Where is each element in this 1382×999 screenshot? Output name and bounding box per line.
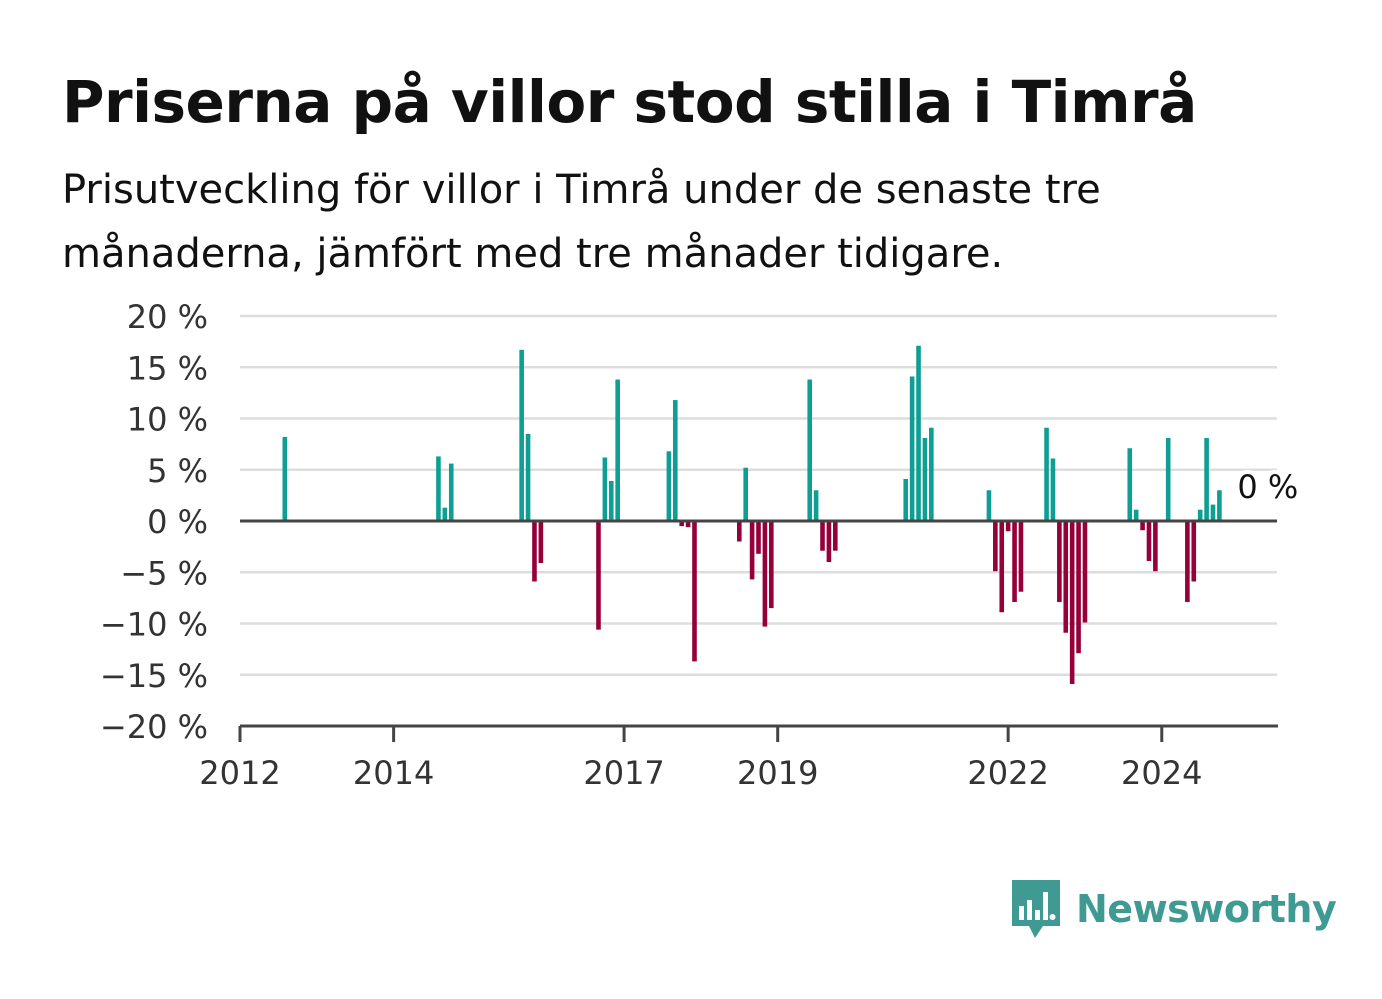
tick-labels: 20 % 15 % 10 % 5 % 0 % −5 % −10 % −15 % −20 % 201… — [100, 298, 1302, 792]
bar — [909, 376, 915, 521]
bar — [519, 349, 524, 521]
bar — [672, 400, 678, 521]
y-tick-label: −10 % — [100, 606, 208, 644]
bar — [1191, 521, 1197, 582]
bar — [1140, 521, 1145, 531]
bar — [1197, 509, 1203, 521]
bar — [615, 379, 620, 521]
bar — [1127, 448, 1133, 521]
bars — [282, 345, 1222, 684]
axes — [238, 519, 1278, 742]
y-tick-label: 20 % — [127, 298, 208, 336]
y-tick-label: −15 % — [100, 657, 208, 695]
bar — [993, 521, 998, 572]
bar — [737, 521, 742, 542]
bar — [532, 521, 537, 582]
newsworthy-logo-icon — [1012, 880, 1060, 938]
bar — [986, 490, 992, 521]
bar — [602, 457, 608, 521]
y-tick-label: 15 % — [127, 349, 208, 387]
x-tick-label: 2022 — [967, 754, 1048, 792]
chart-subtitle: Prisutveckling för villor i Timrå under … — [62, 167, 1101, 277]
bar — [1005, 521, 1011, 532]
bar — [1210, 504, 1216, 521]
bar — [1050, 458, 1056, 521]
newsworthy-logo-text: Newsworthy — [1076, 887, 1337, 931]
bar — [1153, 521, 1158, 572]
bar — [922, 437, 928, 521]
bar — [1204, 437, 1209, 521]
bar — [1057, 521, 1062, 602]
bar — [1185, 521, 1190, 602]
bar — [436, 456, 441, 521]
bar — [448, 463, 454, 521]
bar — [1018, 521, 1024, 592]
bar — [999, 521, 1005, 613]
y-tick-label: 10 % — [127, 401, 208, 439]
bar — [929, 427, 934, 521]
chart-title: Priserna på villor stod stilla i Timrå — [62, 68, 1197, 136]
x-tick-label: 2017 — [583, 754, 664, 792]
bar — [743, 467, 748, 521]
bar — [442, 507, 448, 521]
bar — [685, 521, 691, 528]
bar — [1069, 521, 1075, 684]
bar — [769, 521, 774, 609]
bar — [282, 436, 288, 521]
x-tick-label: 2019 — [737, 754, 818, 792]
bar — [813, 490, 819, 521]
bar — [692, 521, 697, 662]
bar — [826, 521, 832, 562]
bar — [525, 433, 531, 522]
bar — [833, 521, 838, 551]
bar — [916, 345, 921, 521]
bar — [538, 521, 544, 564]
bar — [1133, 509, 1139, 521]
y-tick-label: −20 % — [100, 708, 208, 746]
bar — [1063, 521, 1069, 633]
bar — [1044, 427, 1049, 521]
y-tick-label: 0 % — [147, 503, 208, 541]
bar — [807, 379, 813, 521]
bar — [762, 521, 768, 627]
bar — [666, 451, 672, 521]
bar — [820, 521, 825, 551]
bar — [1146, 521, 1152, 561]
bar — [1076, 521, 1081, 654]
bar — [1165, 437, 1171, 521]
bar — [1217, 490, 1222, 521]
bar — [1082, 521, 1088, 623]
bar — [1012, 521, 1017, 602]
latest-value-annotation: 0 % — [1237, 468, 1298, 506]
x-tick-label: 2014 — [353, 754, 434, 792]
bar — [749, 521, 755, 580]
y-tick-label: −5 % — [120, 554, 208, 592]
newsworthy-logo: Newsworthy — [1010, 878, 1337, 940]
bar — [596, 521, 601, 630]
bar — [679, 521, 684, 527]
bar — [756, 521, 761, 554]
bar — [903, 478, 909, 521]
gridlines — [240, 314, 1277, 676]
y-tick-label: 5 % — [147, 452, 208, 490]
x-tick-label: 2024 — [1121, 754, 1202, 792]
x-tick-label: 2012 — [199, 754, 280, 792]
bar — [608, 481, 614, 521]
